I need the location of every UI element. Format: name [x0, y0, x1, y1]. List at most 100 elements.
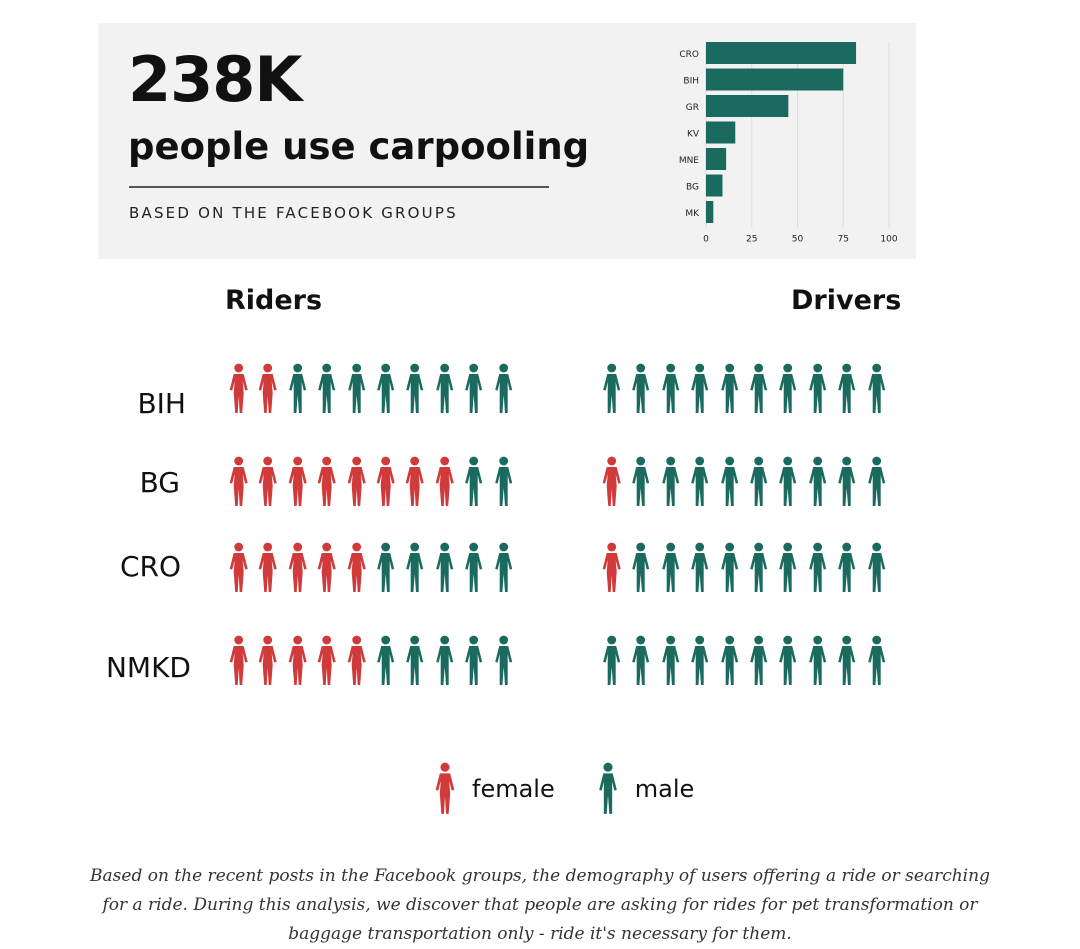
male-person-icon: [318, 363, 336, 413]
male-person-icon: [377, 542, 395, 592]
male-person-icon: [632, 363, 650, 413]
male-person-icon: [603, 363, 621, 413]
tick-label: 100: [880, 235, 897, 245]
subtitle: BASED ON THE FACEBOOK GROUPS: [129, 204, 458, 222]
bar-bg: [706, 174, 723, 197]
male-person-icon: [867, 635, 885, 685]
tick-label: 75: [838, 235, 849, 245]
male-person-icon: [691, 635, 709, 685]
row-label-bg: BG: [139, 466, 180, 499]
male-person-icon: [465, 635, 483, 685]
male-person-icon: [867, 363, 885, 413]
male-person-icon: [779, 363, 797, 413]
female-person-icon: [317, 456, 336, 506]
male-person-icon: [867, 542, 885, 592]
divider: [129, 186, 549, 188]
male-person-icon: [691, 363, 709, 413]
female-person-icon: [259, 635, 278, 685]
male-person-icon: [779, 542, 797, 592]
headline: people use carpooling: [128, 125, 590, 168]
bar-mk: [706, 201, 714, 223]
male-person-icon: [750, 363, 768, 413]
male-person-icon: [435, 542, 453, 592]
male-person-icon: [465, 456, 483, 506]
male-person-icon: [406, 542, 424, 592]
male-person-icon: [465, 542, 483, 592]
male-person-icon: [720, 363, 738, 413]
male-person-icon: [288, 363, 306, 413]
male-person-icon: [465, 363, 483, 413]
male-person-icon: [661, 456, 679, 506]
bar-chart: CRO BIH GR KV MNE BG MK 0 25 50 75 100: [679, 42, 898, 245]
male-person-icon: [720, 456, 738, 506]
riders-row-nmkd: [224, 635, 518, 687]
riders-row-bih: [224, 363, 518, 415]
female-person-icon: [259, 456, 278, 506]
male-person-icon: [632, 542, 650, 592]
category-label: MK: [685, 209, 700, 219]
drivers-heading: Drivers: [791, 285, 902, 316]
male-person-icon: [406, 635, 424, 685]
female-person-icon: [317, 542, 336, 592]
drivers-row-bih: [597, 363, 891, 415]
bar-cro: [706, 42, 857, 64]
female-person-icon: [288, 635, 307, 685]
male-person-icon: [779, 635, 797, 685]
female-person-icon: [435, 456, 454, 506]
female-person-icon: [602, 456, 621, 506]
female-person-icon: [347, 456, 366, 506]
drivers-row-bg: [597, 456, 891, 508]
riders-heading: Riders: [225, 285, 323, 316]
male-person-icon: [808, 363, 826, 413]
tick-label: 50: [792, 235, 804, 245]
male-person-icon: [603, 635, 621, 685]
female-person-icon: [259, 542, 278, 592]
female-person-icon: [347, 542, 366, 592]
female-person-icon: [406, 456, 425, 506]
category-label: KV: [687, 130, 700, 140]
male-person-icon: [632, 635, 650, 685]
male-person-icon: [494, 363, 512, 413]
male-person-icon: [661, 542, 679, 592]
legend: female male: [428, 762, 730, 816]
female-person-icon: [347, 635, 366, 685]
drivers-row-nmkd: [597, 635, 891, 687]
male-person-icon: [720, 635, 738, 685]
male-person-icon: [435, 635, 453, 685]
footnote: Based on the recent posts in the Faceboo…: [90, 866, 990, 944]
riders-row-cro: [224, 542, 518, 594]
male-person-icon: [750, 542, 768, 592]
male-person-icon: [435, 363, 453, 413]
female-person-icon: [376, 456, 395, 506]
female-person-icon: [229, 635, 248, 685]
male-person-icon: [598, 762, 617, 814]
female-person-icon: [229, 363, 248, 413]
bar-kv: [706, 121, 736, 144]
legend-male-label: male: [634, 775, 695, 803]
row-label-bih: BIH: [137, 387, 186, 420]
female-person-icon: [602, 542, 621, 592]
female-person-icon: [288, 456, 307, 506]
male-person-icon: [347, 363, 365, 413]
male-person-icon: [661, 635, 679, 685]
category-label: BG: [686, 183, 699, 193]
female-person-icon: [288, 542, 307, 592]
male-person-icon: [406, 363, 424, 413]
category-label: MNE: [679, 156, 699, 166]
male-person-icon: [750, 456, 768, 506]
category-label: CRO: [679, 50, 699, 60]
female-person-icon: [229, 456, 248, 506]
legend-male: male: [591, 762, 695, 816]
male-person-icon: [838, 363, 856, 413]
male-person-icon: [808, 635, 826, 685]
row-label-cro: CRO: [119, 550, 181, 583]
male-person-icon: [808, 456, 826, 506]
male-person-icon: [632, 456, 650, 506]
male-person-icon: [838, 456, 856, 506]
bar-gr: [706, 95, 789, 117]
bar-mne: [706, 148, 727, 170]
male-person-icon: [494, 542, 512, 592]
male-person-icon: [494, 635, 512, 685]
female-person-icon: [317, 635, 336, 685]
legend-female-label: female: [472, 775, 555, 803]
